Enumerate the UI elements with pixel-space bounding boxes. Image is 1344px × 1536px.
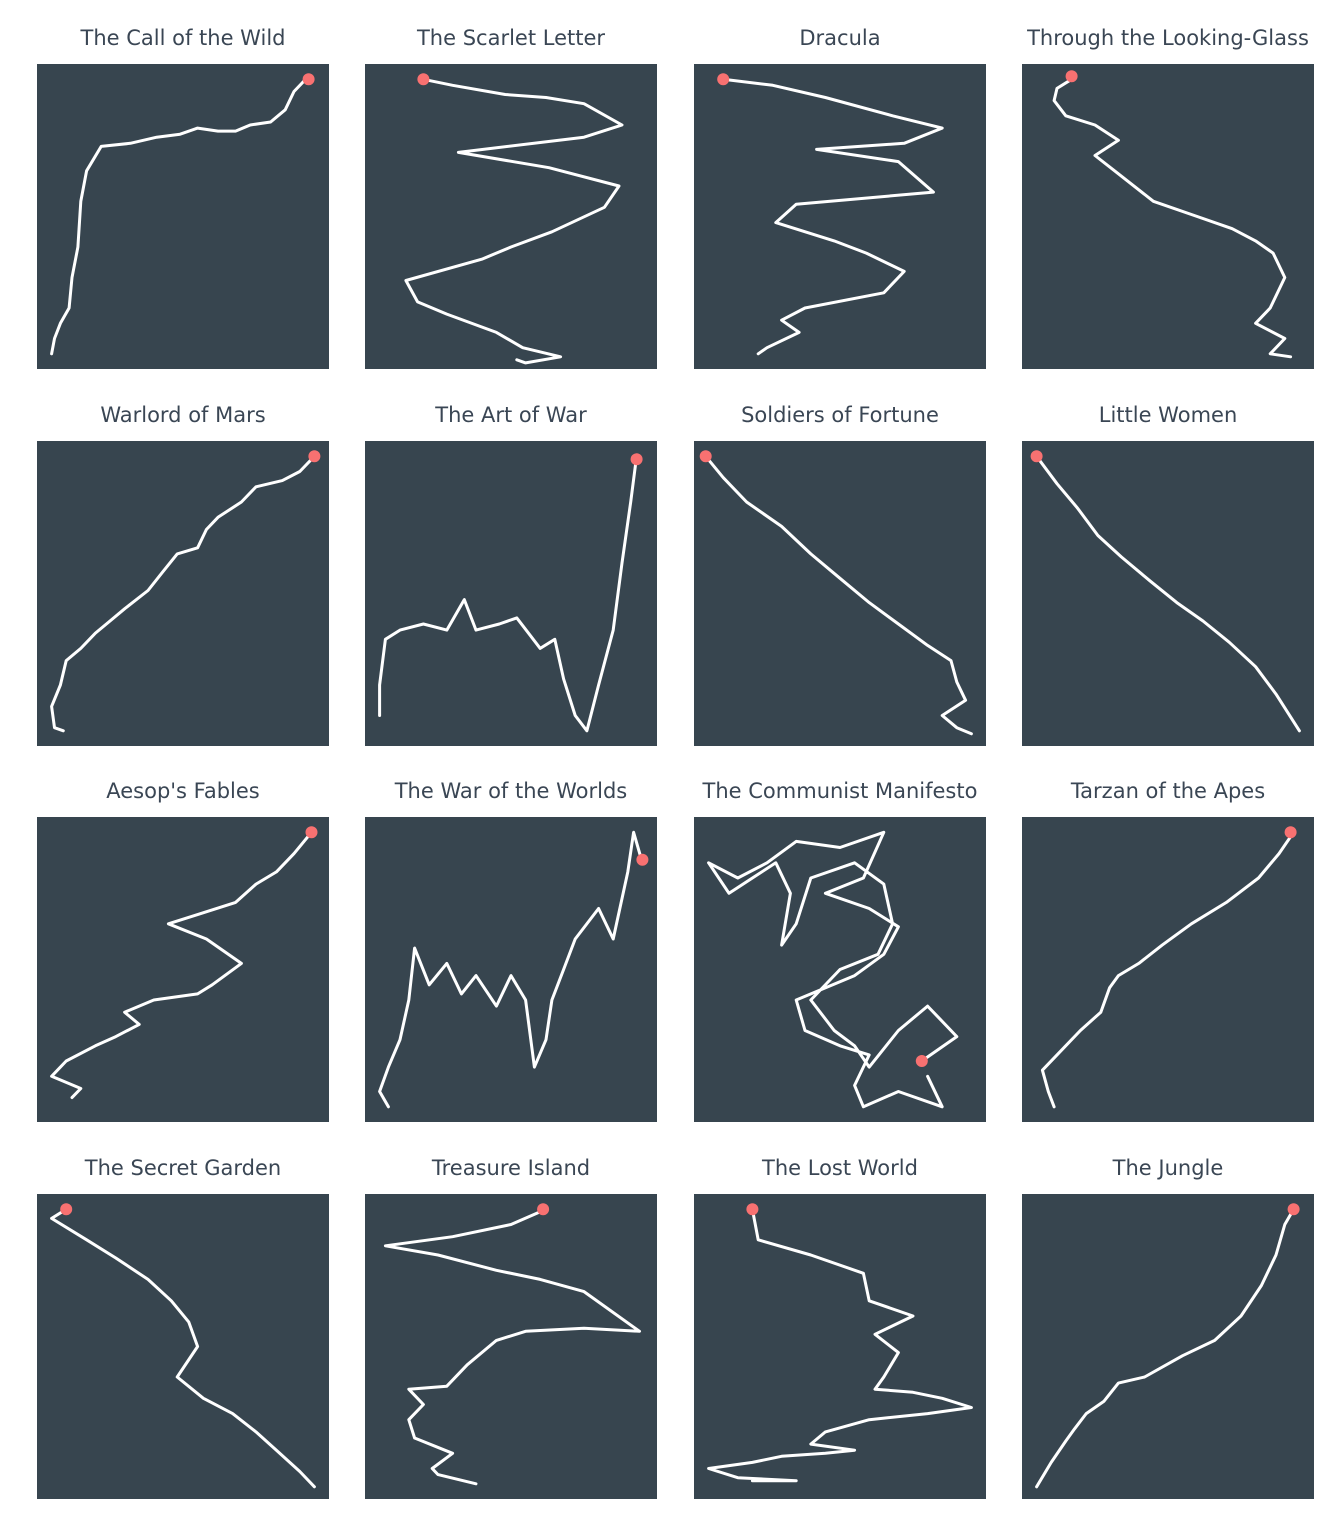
chart-panel: Through the Looking-Glass bbox=[1022, 26, 1314, 369]
chart-panel: Dracula bbox=[694, 26, 986, 369]
walk-line bbox=[404, 77, 624, 365]
start-marker bbox=[1284, 826, 1297, 839]
panel-background bbox=[1022, 64, 1314, 369]
walk-line bbox=[50, 454, 316, 733]
panel-title: Tarzan of the Apes bbox=[1070, 779, 1265, 803]
panel-background bbox=[694, 64, 986, 369]
chart-panel: The Communist Manifesto bbox=[694, 779, 986, 1122]
chart-panel: Warlord of Mars bbox=[37, 403, 329, 746]
panel-background bbox=[37, 1194, 329, 1499]
start-marker bbox=[308, 450, 321, 463]
walk-line bbox=[50, 1207, 316, 1489]
walk-line bbox=[721, 77, 944, 356]
chart-panel: The Secret Garden bbox=[37, 1156, 329, 1499]
walk-line bbox=[1035, 454, 1301, 733]
panel-background bbox=[365, 817, 657, 1122]
chart-panel: Little Women bbox=[1022, 403, 1314, 746]
panel-title: Warlord of Mars bbox=[100, 403, 265, 427]
panel-title: Dracula bbox=[799, 26, 880, 50]
walk-line bbox=[378, 830, 644, 1109]
panel-background bbox=[365, 441, 657, 746]
chart-panel: Aesop's Fables bbox=[37, 779, 329, 1122]
panel-title: The Communist Manifesto bbox=[702, 779, 978, 803]
panel-background bbox=[1022, 441, 1314, 746]
panel-title: The Secret Garden bbox=[84, 1156, 282, 1180]
panel-title: Aesop's Fables bbox=[106, 779, 259, 803]
start-marker bbox=[537, 1203, 550, 1216]
panel-title: The Art of War bbox=[434, 403, 587, 427]
start-marker bbox=[699, 450, 712, 463]
walk-line bbox=[50, 74, 311, 356]
panel-background bbox=[1022, 1194, 1314, 1499]
walk-line bbox=[1035, 1207, 1296, 1489]
start-marker bbox=[1065, 70, 1078, 83]
chart-panel: Treasure Island bbox=[365, 1156, 657, 1499]
start-marker bbox=[302, 73, 315, 86]
panel-title: The Lost World bbox=[761, 1156, 918, 1180]
panel-background bbox=[37, 441, 329, 746]
start-marker bbox=[915, 1055, 928, 1067]
panel-title: Through the Looking-Glass bbox=[1026, 26, 1309, 50]
chart-panel: The Art of War bbox=[365, 403, 657, 746]
start-marker bbox=[305, 826, 318, 839]
chart-panel: The Lost World bbox=[694, 1156, 986, 1499]
walk-line bbox=[704, 454, 973, 736]
chart-panel: Soldiers of Fortune bbox=[694, 403, 986, 746]
start-marker bbox=[1287, 1203, 1300, 1216]
walk-line bbox=[50, 830, 313, 1100]
chart-panel: The Call of the Wild bbox=[37, 26, 329, 369]
panel-title: The Jungle bbox=[1112, 1156, 1224, 1180]
panel-title: Little Women bbox=[1099, 403, 1238, 427]
chart-panel: The Scarlet Letter bbox=[365, 26, 657, 369]
panel-background bbox=[694, 441, 986, 746]
panel-title: Soldiers of Fortune bbox=[741, 403, 939, 427]
start-marker bbox=[60, 1203, 73, 1216]
start-marker bbox=[1030, 450, 1043, 463]
panel-title: The Scarlet Letter bbox=[416, 26, 605, 50]
chart-panel: The Jungle bbox=[1022, 1156, 1314, 1499]
chart-panel: The War of the Worlds bbox=[365, 779, 657, 1122]
start-marker bbox=[417, 73, 430, 86]
walk-line bbox=[707, 1207, 973, 1483]
start-marker bbox=[746, 1203, 759, 1216]
chart-panel: Tarzan of the Apes bbox=[1022, 779, 1314, 1122]
panel-background bbox=[365, 1194, 657, 1499]
panel-title: The Call of the Wild bbox=[80, 26, 286, 50]
panel-title: The War of the Worlds bbox=[394, 779, 628, 803]
walk-line bbox=[707, 830, 959, 1109]
start-marker bbox=[630, 453, 643, 466]
walk-line bbox=[378, 454, 639, 733]
walk-line bbox=[1040, 830, 1296, 1109]
panel-background bbox=[365, 64, 657, 369]
start-marker bbox=[636, 853, 649, 866]
walk-line bbox=[383, 1207, 641, 1486]
panel-title: Treasure Island bbox=[431, 1156, 590, 1180]
start-marker bbox=[717, 73, 730, 86]
walk-line bbox=[1052, 77, 1293, 359]
